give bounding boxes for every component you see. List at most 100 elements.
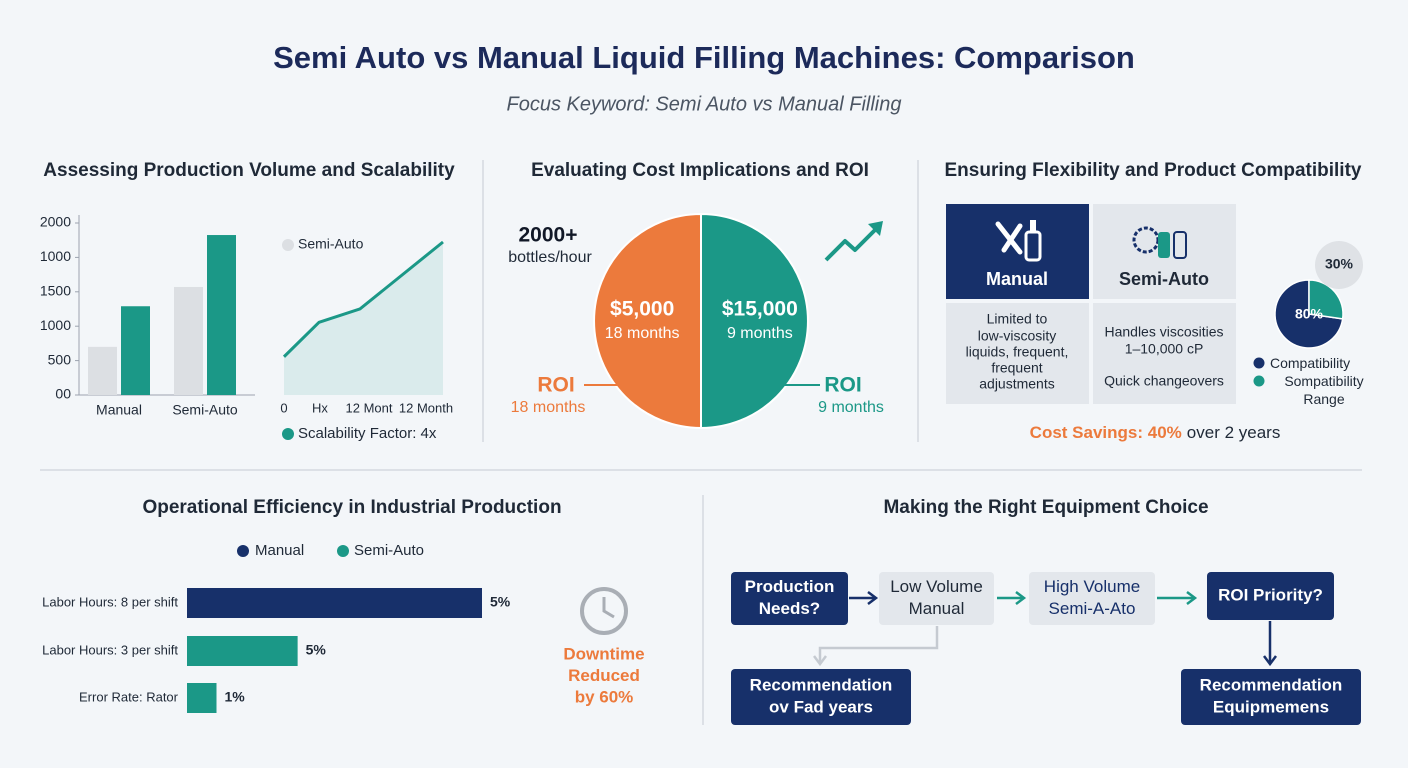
section-title: Assessing Production Volume and Scalabil… (43, 160, 455, 181)
clock-icon (580, 587, 628, 635)
section-title: Ensuring Flexibility and Product Compati… (945, 160, 1362, 181)
x-tick-label: Manual (96, 402, 142, 418)
slice-value: $5,000 (610, 298, 674, 321)
legend-marker (1253, 375, 1265, 387)
flow-node (1029, 572, 1155, 625)
legend-marker (282, 428, 294, 440)
tool-icon (995, 221, 1023, 255)
y-tick-label: 1000 (40, 317, 71, 333)
roi-label: ROI (824, 374, 861, 397)
x-tick-label: 0 (280, 400, 287, 415)
flow-node (879, 572, 994, 625)
area (284, 242, 443, 395)
column-header: Semi-Auto (1119, 269, 1209, 289)
node-text: High Volume (1044, 577, 1140, 596)
node-text: ov Fad years (769, 697, 873, 716)
column-header: Manual (986, 269, 1048, 289)
cell-text: Limited to (987, 311, 1048, 327)
y-tick-label: 2000 (40, 214, 71, 230)
bar-note: 1% (225, 689, 246, 705)
legend-marker (1253, 357, 1265, 369)
pie-slice (1308, 279, 1344, 320)
flow-node (731, 572, 848, 625)
node-text: Recommendation (750, 675, 893, 694)
node-text: Manual (909, 599, 965, 618)
savings-rest: over 2 years (1187, 423, 1281, 442)
downtime-text: Downtime (563, 644, 644, 663)
cell-text: liquids, frequent, (966, 344, 1069, 360)
bar (88, 346, 117, 395)
savings-note: Cost Savings: 40% over 2 years (1030, 423, 1281, 442)
bottle-icon (1173, 231, 1187, 259)
node-text: ROI Priority? (1218, 585, 1323, 604)
body-cell (946, 303, 1089, 404)
bottle-icon (1158, 232, 1170, 258)
slice-value: 30% (1325, 256, 1354, 272)
y-tick-label: Labor Hours: 3 per shift (42, 642, 178, 657)
y-tick-label: Error Rate: Rator (79, 689, 179, 704)
dividers (40, 160, 1362, 725)
section-title: Evaluating Cost Implications and ROI (531, 160, 869, 181)
x-tick-label: Hx (312, 400, 328, 415)
slice-value: 80% (1295, 306, 1324, 322)
savings-highlight: Cost Savings: 40% (1030, 423, 1182, 442)
x-tick-label: Semi-Auto (172, 402, 238, 418)
line (282, 240, 444, 358)
slice-period: 9 months (727, 325, 793, 342)
legend-marker (237, 545, 249, 557)
roi-period: 9 months (818, 399, 884, 416)
body-cell (1093, 303, 1236, 404)
arrow-head (1263, 655, 1277, 667)
bar (187, 683, 217, 713)
x-tick-label: 12 Mont (346, 400, 393, 415)
node-text: Production (745, 577, 835, 596)
legend-label: Semi-Auto (354, 542, 424, 559)
arrow (818, 626, 939, 664)
page-subtitle: Focus Keyword: Semi Auto vs Manual Filli… (507, 93, 902, 115)
trend-icon-head (868, 221, 883, 236)
section-title: Making the Right Equipment Choice (883, 497, 1208, 518)
capacity-value: 2000+ (519, 224, 578, 247)
downtime-text: Reduced (568, 666, 640, 685)
legend-label: Semi-Auto (298, 236, 364, 252)
roi-period: 18 months (511, 399, 586, 416)
y-tick-label: 1500 (40, 283, 71, 299)
node-text: Semi-A-Ato (1049, 599, 1136, 618)
y-tick-label: 500 (48, 351, 72, 367)
x-tick-label: 12 Month (399, 400, 453, 415)
flow-node (1207, 572, 1334, 620)
bar-note: 5% (490, 594, 511, 610)
flow-node (731, 669, 911, 725)
bar (121, 306, 150, 395)
page-title: Semi Auto vs Manual Liquid Filling Machi… (273, 40, 1135, 75)
trend-icon (824, 225, 880, 262)
arrow-head (1015, 591, 1027, 605)
section-title: Operational Efficiency in Industrial Pro… (142, 497, 561, 518)
cell-text: Quick changeovers (1104, 373, 1224, 389)
downtime-text: by 60% (575, 687, 634, 706)
y-tick-label: 00 (55, 386, 71, 402)
node-text: Equipmemens (1213, 697, 1329, 716)
clock-hands (602, 597, 615, 619)
node-text: Recommendation (1200, 675, 1343, 694)
bar-note: 5% (306, 642, 327, 658)
roi-label: ROI (537, 374, 574, 397)
legend-marker (282, 239, 294, 251)
legend-marker (337, 545, 349, 557)
slice-value: $15,000 (722, 298, 798, 321)
legend-label: Sompatibility Range (1284, 373, 1364, 407)
legend-label: Manual (255, 542, 304, 559)
value-bubble (1315, 241, 1363, 289)
arrow-head (813, 655, 827, 667)
legend-label: Compatibility (1270, 355, 1351, 371)
node-text: Needs? (759, 599, 820, 618)
pie-slice (593, 212, 702, 430)
bar (187, 588, 482, 618)
node-text: Low Volume (890, 577, 983, 596)
arrow-head (1186, 591, 1198, 605)
pie-slice (700, 212, 809, 430)
slice-period: 18 months (605, 325, 680, 342)
capacity-unit: bottles/hour (508, 249, 592, 266)
flow-node (1181, 669, 1361, 725)
